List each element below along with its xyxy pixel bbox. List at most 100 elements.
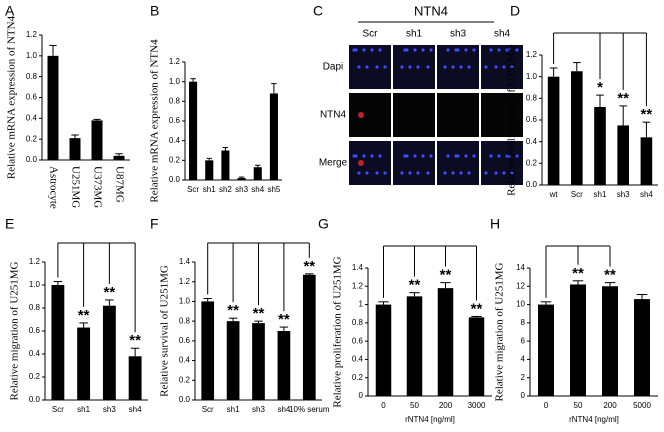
- y-tick-label: 0.6: [169, 116, 181, 125]
- row-label: Merge: [319, 158, 348, 169]
- nucleus: [370, 154, 374, 158]
- nucleus: [451, 171, 455, 175]
- column-label: sh3: [450, 29, 467, 40]
- y-tick-label: 0.2: [169, 155, 181, 164]
- bar: [375, 304, 392, 396]
- x-tick-label: Scr: [52, 405, 64, 414]
- y-tick-label: 0.8: [179, 316, 191, 325]
- y-tick-label: 1.4: [179, 257, 191, 266]
- y-tick-label: 1.0: [169, 77, 181, 86]
- stain: [358, 160, 364, 166]
- nucleus: [451, 65, 455, 69]
- nucleus: [429, 48, 433, 52]
- x-tick-label: sh4: [277, 405, 290, 414]
- x-tick-label: sh3: [235, 185, 248, 194]
- y-tick-label: 1.2: [352, 281, 364, 290]
- micrograph: [393, 93, 435, 137]
- bar: [237, 178, 246, 180]
- panel-letter: C: [313, 3, 323, 19]
- y-tick-label: 12: [516, 281, 525, 290]
- significance: **: [278, 311, 290, 328]
- y-tick-label: 0.2: [26, 134, 38, 143]
- significance: **: [253, 305, 265, 322]
- nucleus: [413, 48, 417, 52]
- nucleus: [405, 48, 409, 52]
- micrograph: [349, 93, 391, 137]
- y-tick-label: 0.6: [179, 336, 191, 345]
- y-tick-label: 0.8: [352, 318, 364, 327]
- y-tick-label: 1: [359, 300, 364, 309]
- nucleus: [489, 48, 493, 52]
- nucleus: [416, 65, 420, 69]
- y-tick-label: 0.8: [26, 72, 38, 81]
- nucleus: [515, 154, 519, 158]
- y-axis-title: Relative mRNA expression of NTN4: [6, 15, 18, 179]
- y-tick-label: 4: [521, 355, 526, 364]
- nucleus: [375, 171, 379, 175]
- y-tick-label: 0.2: [352, 373, 364, 382]
- y-tick-label: 0.2: [29, 372, 41, 381]
- panel-letter: A: [5, 3, 15, 19]
- y-tick-label: 0.4: [169, 136, 181, 145]
- y-tick-label: 6: [521, 336, 526, 345]
- y-tick-label: 0.4: [29, 349, 41, 358]
- bar: [634, 299, 650, 396]
- nucleus: [497, 154, 501, 158]
- column-label: sh1: [406, 29, 423, 40]
- micrograph: [437, 93, 479, 137]
- x-tick-label: 50: [410, 401, 419, 410]
- nucleus: [446, 154, 450, 158]
- x-tick-label: sh1: [203, 185, 216, 194]
- nucleus: [494, 171, 498, 175]
- y-axis-title: Relative proliferation of U251MG: [332, 256, 344, 407]
- column-label: Scr: [363, 29, 379, 40]
- bar: [547, 76, 560, 185]
- nucleus: [375, 65, 379, 69]
- x-tick-label: 0: [544, 401, 549, 410]
- y-axis-title: Relative mRNA expression of NTN4: [149, 39, 161, 203]
- x-tick-label: U373MG: [91, 166, 103, 208]
- row-label: NTN4: [320, 110, 347, 121]
- x-tick-label: sh4: [251, 185, 264, 194]
- significance: **: [227, 302, 239, 319]
- y-tick-label: 0.0: [179, 395, 191, 404]
- panel-letter: D: [510, 3, 520, 19]
- y-tick-label: 1.0: [29, 280, 41, 289]
- y-tick-label: 0.0: [29, 395, 41, 404]
- y-tick-label: 10: [516, 300, 525, 309]
- panel-letter: H: [490, 216, 500, 232]
- x-tick-label: 50: [574, 401, 583, 410]
- y-axis-title: Relative migration of U251MG: [494, 262, 506, 401]
- nucleus: [405, 154, 409, 158]
- panel-letter: B: [150, 3, 159, 19]
- nucleus: [400, 171, 404, 175]
- bar: [570, 284, 586, 396]
- nucleus: [421, 154, 425, 158]
- x-tick-label: 10% serum: [289, 405, 330, 414]
- bar: [302, 274, 316, 400]
- nucleus: [365, 65, 369, 69]
- micrograph: [481, 45, 523, 89]
- nucleus: [507, 154, 511, 158]
- bar: [437, 288, 454, 396]
- y-tick-label: 0.0: [26, 155, 38, 164]
- nucleus: [362, 48, 366, 52]
- x-tick-label: sh1: [77, 405, 90, 414]
- column-label: sh4: [494, 29, 511, 40]
- significance: **: [78, 307, 90, 324]
- significance: **: [471, 300, 483, 317]
- nucleus: [408, 171, 412, 175]
- bar: [91, 120, 103, 160]
- panel-letter: E: [5, 216, 14, 232]
- nucleus: [459, 171, 463, 175]
- nucleus: [489, 154, 493, 158]
- y-tick-label: 0.2: [526, 158, 538, 167]
- nucleus: [408, 65, 412, 69]
- y-tick-label: 1.0: [26, 51, 38, 60]
- y-tick-label: 1.2: [169, 57, 181, 66]
- nucleus: [467, 65, 471, 69]
- y-tick-label: 0.8: [29, 303, 41, 312]
- nucleus: [354, 48, 358, 52]
- nucleus: [494, 65, 498, 69]
- bar: [253, 167, 262, 180]
